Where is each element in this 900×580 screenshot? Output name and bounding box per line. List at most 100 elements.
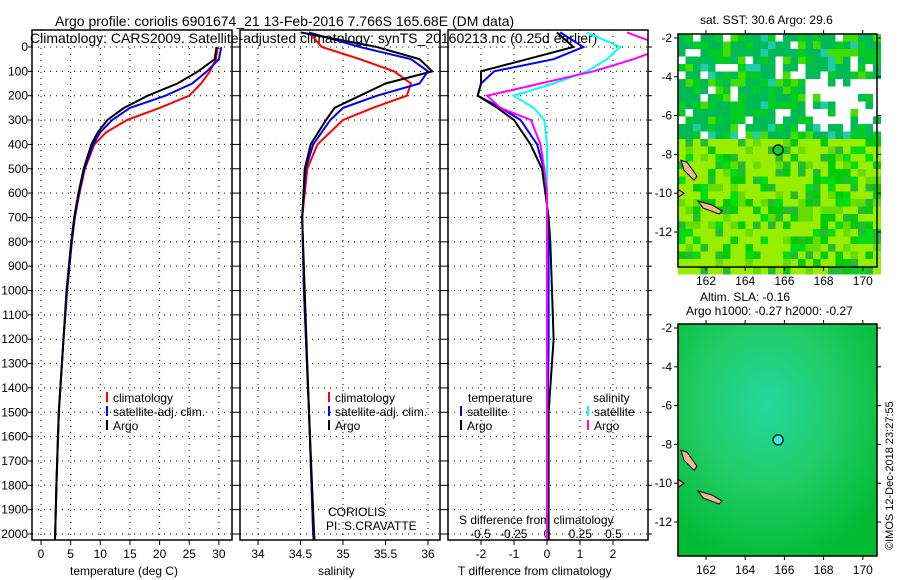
sst-cell [715,154,724,162]
sst-cell [693,116,701,125]
sst-cell [813,146,821,155]
sst-cell [685,184,694,192]
series-satellite-adj-clim- [53,46,223,540]
legend-label: Argo [594,419,620,433]
sst-cell [850,154,859,162]
sst-cell [678,41,686,50]
sst-cell [730,251,739,260]
sst-cell [745,244,754,252]
sst-cell [783,259,791,267]
sst-cell [813,94,821,102]
sst-cell [865,124,874,132]
sst-cell [798,184,806,192]
sst-cell [685,244,694,252]
sst-cell [730,214,739,222]
sst-cell [865,251,874,260]
sst-cell [685,206,694,215]
sst-cell [708,259,716,267]
sst-cell [768,161,776,170]
sst-cell [745,49,754,57]
sst-cell [835,229,844,237]
lon-tick-label: 168 [814,274,834,288]
sst-cell [850,229,859,237]
sst-cell [798,124,806,132]
y-tick-label: 600 [8,186,28,200]
sst-cell [805,56,814,65]
legend-swatch-t-argo [460,420,462,430]
sst-cell [775,161,784,170]
legend-swatch-argo [106,420,108,430]
sst-cell [783,184,791,192]
sst-cell [730,131,739,140]
sst-cell [715,236,724,245]
sst-cell [828,251,836,260]
legend-swatch-t-satellite [460,406,462,416]
sst-cell [760,229,769,237]
sst-cell [850,116,859,125]
sst-cell [753,124,761,132]
s-tick-label: -0.5 [470,527,491,541]
sst-cell [738,41,746,50]
sst-cell [775,169,784,177]
sst-cell [805,86,814,95]
sst-cell [738,86,746,95]
sst-cell [760,101,769,110]
sst-cell [745,116,754,125]
sst-cell [685,154,694,162]
x-tick-label: 30 [212,547,226,561]
sst-cell [865,199,874,207]
sst-cell [700,94,709,102]
sst-cell [753,199,761,207]
sst-cell [738,49,746,57]
sst-cell [828,94,836,102]
sst-cell [858,229,866,237]
sst-cell [798,169,806,177]
sst-cell [685,139,694,147]
sst-cell [760,236,769,245]
sst-cell [828,79,836,87]
sst-cell [745,94,754,102]
sst-cell [768,124,776,132]
sst-cell [835,41,844,50]
sst-cell [790,109,799,117]
sst-cell [850,206,859,215]
sst-cell [730,199,739,207]
sst-cell [700,116,709,125]
sst-cell [775,64,784,72]
sst-cell [790,214,799,222]
sst-cell [835,131,844,140]
y-tick-label: 2000 [1,527,28,541]
sst-cell [865,206,874,215]
sst-cell [738,109,746,117]
sst-cell [783,64,791,72]
lon-tick-label: 166 [774,563,794,577]
sst-cell [813,259,821,267]
sst-cell [685,214,694,222]
sst-cell [700,221,709,230]
sst-cell [835,124,844,132]
sst-cell [790,169,799,177]
sst-cell [768,64,776,72]
sst-cell [813,214,821,222]
sst-cell [858,34,866,42]
x-axis-label-difference: T difference from climatology [458,564,612,578]
series-t-satellite [476,31,586,540]
sst-cell [693,34,701,42]
sst-cell [678,34,686,42]
sst-cell [805,176,814,185]
sst-cell [828,139,836,147]
sst-cell [753,214,761,222]
sst-cell [715,101,724,110]
sst-cell [708,154,716,162]
sst-cell [753,229,761,237]
sst-cell [775,199,784,207]
sst-cell [685,251,694,260]
sst-cell [723,101,731,110]
sst-cell [723,124,731,132]
sst-cell [820,266,829,275]
sst-cell [678,184,686,192]
sst-cell [693,101,701,110]
sst-cell [723,244,731,252]
sst-cell [835,199,844,207]
